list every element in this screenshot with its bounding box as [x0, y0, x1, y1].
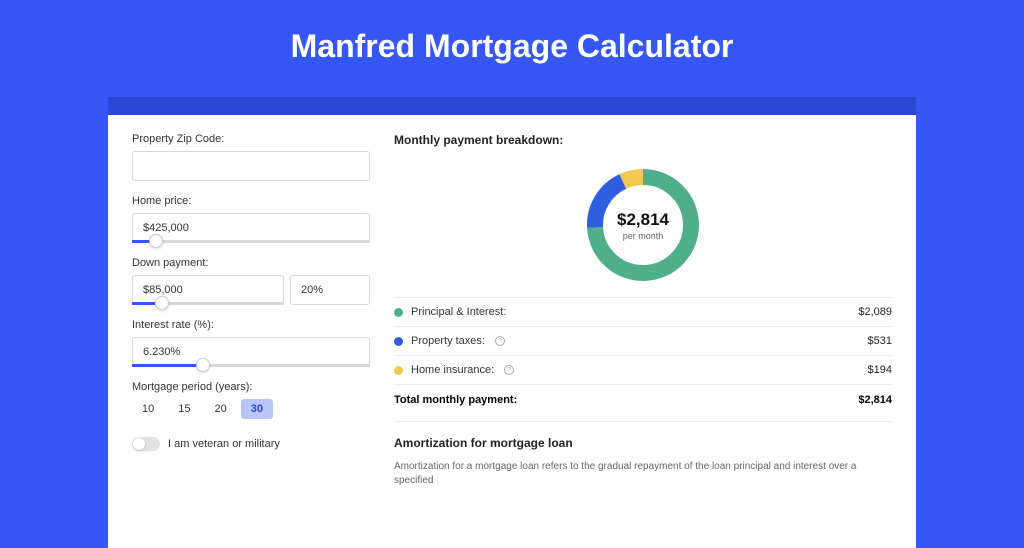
legend-row: Property taxes:? $531	[394, 326, 892, 355]
mortgage-period-label: Mortgage period (years):	[132, 381, 370, 393]
legend-label: Principal & Interest:	[411, 306, 506, 318]
payment-donut-chart: $2,814 per month	[581, 163, 705, 287]
mortgage-period-group: Mortgage period (years): 10152030	[132, 381, 370, 419]
amortization-title: Amortization for mortgage loan	[394, 421, 892, 450]
period-tab-30[interactable]: 30	[241, 399, 273, 419]
legend-value: $194	[868, 364, 892, 376]
down-payment-percent-input[interactable]	[290, 275, 370, 305]
calculator-card: Property Zip Code: Home price: Down paym…	[108, 115, 916, 548]
period-tab-20[interactable]: 20	[205, 399, 237, 419]
zip-input[interactable]	[132, 151, 370, 181]
legend-label: Property taxes:	[411, 335, 485, 347]
interest-rate-label: Interest rate (%):	[132, 319, 370, 331]
legend-row: Principal & Interest: $2,089	[394, 297, 892, 326]
interest-rate-input[interactable]	[132, 337, 370, 367]
home-price-slider-thumb[interactable]	[149, 234, 163, 248]
legend-value: $531	[868, 335, 892, 347]
home-price-slider[interactable]	[132, 240, 370, 243]
home-price-input[interactable]	[132, 213, 370, 243]
down-payment-group: Down payment:	[132, 257, 370, 305]
interest-rate-group: Interest rate (%):	[132, 319, 370, 367]
legend-label: Home insurance:	[411, 364, 494, 376]
donut-sub: per month	[623, 231, 664, 241]
page-title: Manfred Mortgage Calculator	[0, 28, 1024, 65]
legend-row: Home insurance:? $194	[394, 355, 892, 384]
interest-rate-slider-thumb[interactable]	[196, 358, 210, 372]
down-payment-slider[interactable]	[132, 302, 284, 305]
legend-dot	[394, 308, 403, 317]
veteran-toggle-row: I am veteran or military	[132, 437, 370, 451]
amortization-text: Amortization for a mortgage loan refers …	[394, 460, 892, 488]
legend-rows: Principal & Interest: $2,089 Property taxe…	[394, 297, 892, 384]
period-tab-15[interactable]: 15	[168, 399, 200, 419]
interest-rate-slider-fill	[132, 364, 203, 367]
home-price-group: Home price:	[132, 195, 370, 243]
down-payment-label: Down payment:	[132, 257, 370, 269]
page-header: Manfred Mortgage Calculator	[0, 0, 1024, 97]
header-accent-bar	[108, 97, 916, 115]
legend-dot	[394, 366, 403, 375]
down-payment-slider-thumb[interactable]	[155, 296, 169, 310]
breakdown-title: Monthly payment breakdown:	[394, 133, 892, 147]
veteran-toggle[interactable]	[132, 437, 160, 451]
total-label: Total monthly payment:	[394, 394, 517, 406]
period-tab-10[interactable]: 10	[132, 399, 164, 419]
info-icon[interactable]: ?	[495, 336, 505, 346]
donut-wrap: $2,814 per month	[394, 159, 892, 297]
veteran-toggle-label: I am veteran or military	[168, 438, 280, 450]
donut-center: $2,814 per month	[581, 163, 705, 287]
period-tabs: 10152030	[132, 399, 370, 419]
home-price-label: Home price:	[132, 195, 370, 207]
zip-field-group: Property Zip Code:	[132, 133, 370, 181]
form-panel: Property Zip Code: Home price: Down paym…	[132, 133, 370, 488]
breakdown-panel: Monthly payment breakdown: $2,814 per mo…	[394, 133, 892, 488]
interest-rate-slider[interactable]	[132, 364, 370, 367]
veteran-toggle-knob	[133, 438, 145, 450]
donut-amount: $2,814	[617, 210, 669, 230]
legend-value: $2,089	[858, 306, 892, 318]
legend-dot	[394, 337, 403, 346]
total-value: $2,814	[858, 394, 892, 406]
zip-label: Property Zip Code:	[132, 133, 370, 145]
total-row: Total monthly payment: $2,814	[394, 384, 892, 415]
info-icon[interactable]: ?	[504, 365, 514, 375]
